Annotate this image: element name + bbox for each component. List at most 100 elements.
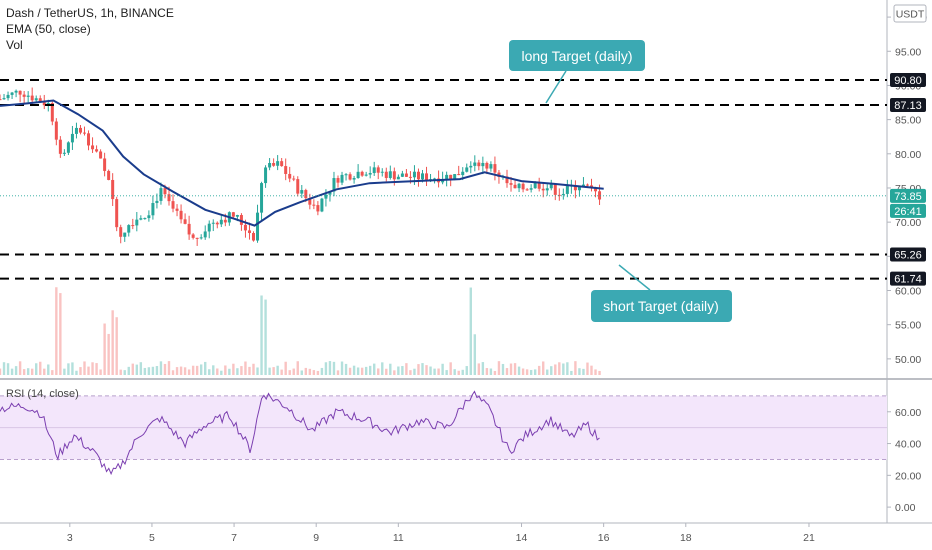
volume-bar xyxy=(473,334,477,375)
candle-body xyxy=(219,219,223,225)
symbol-title[interactable]: Dash / TetherUS, 1h, BINANCE xyxy=(6,6,174,20)
volume-bar xyxy=(465,366,468,375)
volume-bar xyxy=(477,363,481,375)
vol-legend[interactable]: Vol xyxy=(6,38,23,52)
volume-bar xyxy=(501,363,505,375)
long-target-callout[interactable]: long Target (daily) xyxy=(509,40,645,104)
candle-body xyxy=(396,176,400,180)
price-tick-label: 95.00 xyxy=(895,46,921,58)
candle-body xyxy=(425,173,429,182)
time-tick-label: 7 xyxy=(231,532,237,544)
candle-body xyxy=(251,233,255,241)
volume-bar xyxy=(14,366,18,375)
candle-body xyxy=(537,182,541,189)
candle-body xyxy=(573,185,577,191)
volume-bar xyxy=(75,370,78,375)
countdown-value: 26:41 xyxy=(894,206,922,218)
volume-bar xyxy=(103,323,106,375)
price-level-label: 65.26 xyxy=(894,250,922,262)
short-target-callout[interactable]: short Target (daily) xyxy=(591,264,732,322)
time-axis[interactable]: 3 5 7 9 11 14 16 18 21 xyxy=(67,523,815,544)
volume-bar xyxy=(191,365,195,375)
candle-body xyxy=(243,224,247,231)
volume-bar xyxy=(79,367,82,375)
candle-body xyxy=(268,163,272,168)
candle-body xyxy=(175,208,179,211)
volume-bar xyxy=(590,365,593,375)
volume-bar xyxy=(332,361,336,375)
candle-body xyxy=(553,184,557,195)
candle-body xyxy=(127,225,131,233)
volume-bar xyxy=(401,366,404,375)
currency-box[interactable] xyxy=(893,4,927,23)
volume-bar xyxy=(356,367,360,375)
volume-bar xyxy=(461,369,464,375)
volume-bar xyxy=(107,333,110,375)
currency-label: USDT xyxy=(896,9,925,21)
rsi-axis[interactable]: 60.00 40.00 20.00 0.00 xyxy=(887,407,921,514)
volume-bar xyxy=(360,367,364,375)
time-tick-label: 21 xyxy=(803,532,815,544)
candle-body xyxy=(82,132,86,134)
volume-bar xyxy=(517,366,521,375)
volume-bar xyxy=(212,365,215,375)
price-tick-label: 80.00 xyxy=(895,149,921,161)
price-tick-label: 85.00 xyxy=(895,115,921,127)
volume-bar xyxy=(320,367,324,375)
volume-bar xyxy=(22,369,26,375)
candle-body xyxy=(473,162,477,166)
price-levels[interactable] xyxy=(0,78,887,280)
candle-body xyxy=(589,185,593,188)
volume-bar xyxy=(336,370,340,375)
candle-body xyxy=(461,171,465,176)
volume-bar xyxy=(111,310,114,375)
volume-bar xyxy=(26,368,30,375)
volume-bar xyxy=(131,363,134,375)
price-tick-label: 70.00 xyxy=(895,217,921,229)
candle-body xyxy=(107,170,111,180)
rsi-tick-label: 40.00 xyxy=(895,439,921,451)
rsi-line-group xyxy=(0,390,600,476)
candle-body xyxy=(453,174,457,181)
time-tick-label: 14 xyxy=(516,532,528,544)
volume-bar xyxy=(280,369,283,375)
candle-body xyxy=(352,178,356,180)
volume-bar xyxy=(421,363,424,375)
ema-line xyxy=(0,99,604,227)
candle-body xyxy=(155,200,159,204)
candles xyxy=(0,87,602,246)
volume-bar xyxy=(67,363,70,375)
candle-body xyxy=(304,190,308,199)
time-tick-label: 11 xyxy=(393,532,404,544)
candle-body xyxy=(135,219,139,226)
candle-body xyxy=(195,237,199,239)
volume-bar xyxy=(469,287,472,375)
price-panel[interactable] xyxy=(0,0,887,378)
candle-body xyxy=(66,142,70,153)
candle-body xyxy=(300,190,304,194)
volume-bar xyxy=(10,368,14,375)
candle-body xyxy=(260,183,264,213)
ema-line-group xyxy=(0,99,604,227)
ema-legend[interactable]: EMA (50, close) xyxy=(6,22,91,36)
candle-body xyxy=(328,191,332,195)
rsi-legend[interactable]: RSI (14, close) xyxy=(6,388,79,400)
volume-bar xyxy=(525,369,529,375)
candle-body xyxy=(577,186,581,191)
volume-bar xyxy=(413,368,416,375)
volume-bar xyxy=(445,370,448,375)
candle-body xyxy=(26,95,30,97)
candle-body xyxy=(356,171,360,179)
volume-bar xyxy=(260,295,263,375)
long-target-text: long Target (daily) xyxy=(521,48,632,64)
volume-bar xyxy=(292,368,295,375)
candle-body xyxy=(364,174,368,176)
candle-body xyxy=(477,162,481,167)
candle-body xyxy=(70,133,74,143)
volume-bar xyxy=(224,365,227,375)
candle-body xyxy=(167,194,171,202)
volume-bar xyxy=(208,369,211,375)
candle-body xyxy=(416,171,420,180)
candle-body xyxy=(348,174,352,180)
